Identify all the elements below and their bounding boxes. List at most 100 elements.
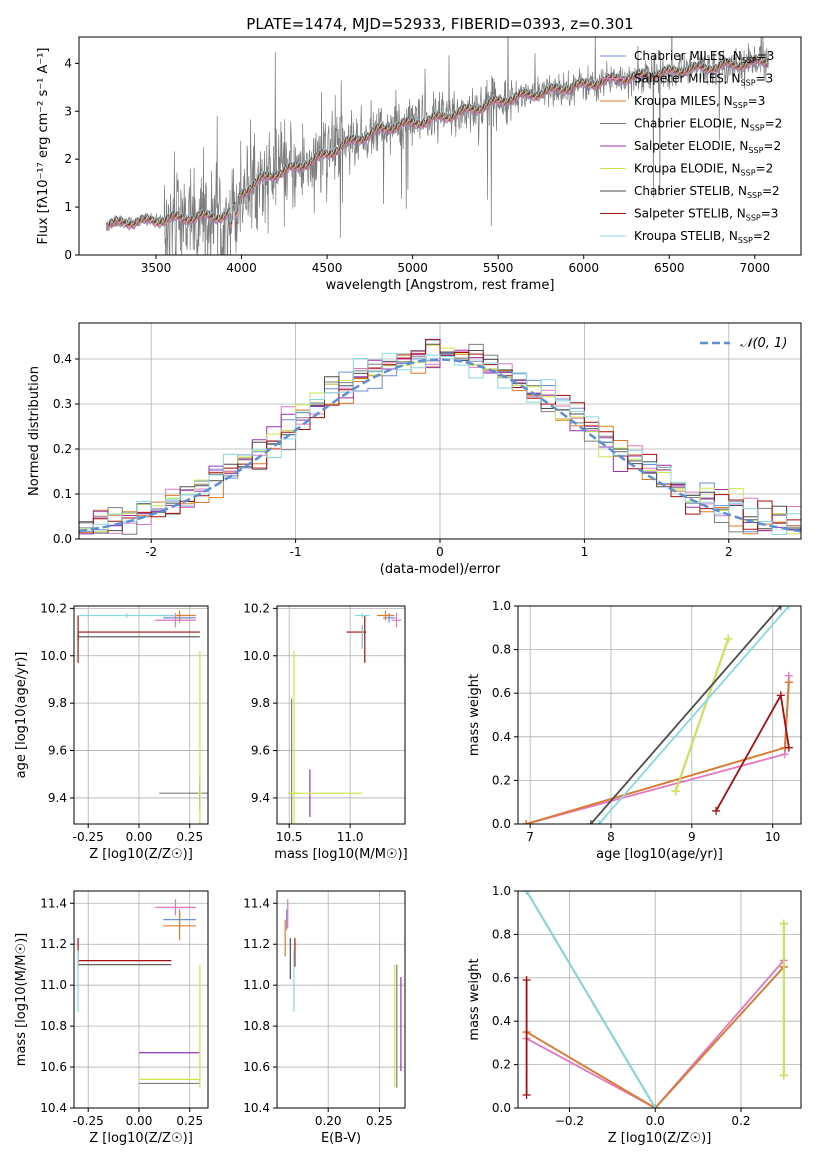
- x-tick-label: 10.5: [276, 830, 303, 844]
- y-tick-label: 10.2: [40, 601, 67, 615]
- panel-weight-vs-age: 7 8 9 10 0.0 0.2 0.4 0.6 0.8 1.0 age [log10(age/yr…: [467, 599, 802, 862]
- y-tick-label: 3: [64, 104, 72, 118]
- y-tick-label: 9.4: [48, 791, 67, 805]
- y-tick-label: 1: [64, 200, 72, 214]
- y-tick-label: 11.4: [243, 896, 270, 910]
- x-tick-label: 0.25: [176, 1114, 203, 1128]
- legend: Chabrier MILES, NSSP=3 Salpeter MILES, NS…: [600, 49, 782, 245]
- y-tick-label: 10.6: [243, 1060, 270, 1074]
- legend-entry: Kroupa MILES, NSSP=3: [634, 94, 765, 110]
- weight-marker: [724, 634, 733, 643]
- y-tick-label: 11.0: [243, 978, 270, 992]
- x-tick-label: -0.25: [73, 830, 104, 844]
- y-tick-label: 11.4: [40, 896, 67, 910]
- y-axis-label: age [log10(age/yr)]: [14, 652, 29, 779]
- y-tick-label: 0.0: [492, 817, 511, 831]
- weight-marker: [784, 606, 793, 610]
- x-axis-label: age [log10(age/yr)]: [596, 847, 723, 862]
- y-tick-label: 11.0: [40, 978, 67, 992]
- y-tick-label: 0.3: [53, 397, 72, 411]
- y-tick-label: 11.2: [243, 937, 270, 951]
- weight-line-kroupa-miles: [526, 966, 785, 1108]
- weight-marker: [522, 1090, 531, 1099]
- y-tick-label: 10.8: [243, 1019, 270, 1033]
- model-spectrum-chabrier-miles: [106, 59, 769, 232]
- x-tick-label: 11.0: [337, 830, 364, 844]
- x-axis-label: Z [log10(Z/Z☉)]: [89, 847, 193, 862]
- normal-distribution-curve: [79, 358, 801, 533]
- panel-mass-vs-z: -0.25 0.00 0.25 10.4 10.6 10.8 11.0 11.2 11.4 Z […: [14, 890, 209, 1146]
- plot-area: [77, 610, 208, 824]
- x-tick-label: 1: [581, 545, 589, 559]
- legend-entry: Salpeter STELIB, NSSP=3: [634, 207, 778, 223]
- weight-marker: [779, 919, 788, 928]
- legend-entry: Chabrier STELIB, NSSP=2: [634, 184, 780, 200]
- x-tick-label: 5500: [483, 261, 514, 275]
- axes-frame: [73, 890, 209, 1109]
- weight-marker: [594, 820, 603, 824]
- y-axis-label: mass weight: [467, 674, 482, 756]
- weight-marker: [784, 743, 793, 752]
- legend-entry: Salpeter ELODIE, NSSP=2: [634, 139, 781, 155]
- x-tick-label: 6000: [568, 261, 599, 275]
- x-tick-label: 0.25: [176, 830, 203, 844]
- y-tick-label: 0.8: [492, 643, 511, 657]
- y-tick-label: 0.2: [492, 1058, 511, 1072]
- x-tick-label: 9: [688, 830, 696, 844]
- histogram-salpeter-stelib: [79, 338, 801, 530]
- x-tick-label: 0.20: [315, 1114, 342, 1128]
- legend: 𝒩(0, 1): [700, 336, 787, 351]
- y-axis-label: mass [log10(M/M☉)]: [14, 933, 29, 1066]
- x-tick-label: 6500: [654, 261, 685, 275]
- y-tick-label: 10.4: [243, 1101, 270, 1115]
- weight-marker: [784, 678, 793, 687]
- x-axis-label: (data-model)/error: [380, 562, 501, 577]
- y-tick-label: 1.0: [492, 599, 511, 613]
- weight-line-chabrier-stelib: [590, 606, 782, 824]
- y-tick-label: 2: [64, 152, 72, 166]
- x-tick-label: 4000: [226, 261, 257, 275]
- weight-line-salpeter-stelib: [715, 692, 790, 812]
- axes-frame: [517, 890, 802, 1109]
- panel-age-vs-mass: 10.5 11.0 9.4 9.6 9.8 10.0 10.2 mass [log10(M/M…: [243, 601, 407, 862]
- y-tick-label: 0.6: [492, 971, 511, 985]
- x-tick-label: 7000: [740, 261, 771, 275]
- y-tick-label: 1.0: [492, 884, 511, 898]
- histogram-kroupa-stelib: [79, 352, 801, 535]
- x-axis-label: mass [log10(M/M☉)]: [274, 847, 407, 862]
- legend-entry: 𝒩(0, 1): [740, 336, 787, 351]
- y-tick-label: 9.6: [48, 744, 67, 758]
- x-tick-label: 5000: [397, 261, 428, 275]
- weight-marker: [522, 975, 531, 984]
- panel-age-vs-z: -0.25 0.00 0.25 9.4 9.6 9.8 10.0 10.2 Z [log10(Z…: [14, 601, 209, 862]
- weight-marker: [671, 787, 680, 796]
- plot-area: [284, 899, 402, 1088]
- axes-frame: [78, 36, 802, 256]
- weight-line-kroupa-elodie: [674, 638, 730, 792]
- x-axis-label: Z [log10(Z/Z☉)]: [608, 1131, 712, 1146]
- weight-marker: [651, 1104, 660, 1108]
- x-tick-label: 0.00: [126, 830, 153, 844]
- x-tick-label: 4500: [312, 261, 343, 275]
- plot-area: [522, 606, 793, 824]
- model-spectrum-salpeter-stelib: [105, 54, 769, 227]
- model-spectrum-kroupa-stelib: [106, 53, 769, 227]
- y-tick-label: 9.8: [48, 696, 67, 710]
- weight-marker: [776, 606, 785, 610]
- panel-spectrum: 3500 4000 4500 5000 5500 6000 6500 7000 0 1 2 3 4 wav…: [36, 36, 802, 293]
- legend-entry: Kroupa ELODIE, NSSP=2: [634, 162, 773, 178]
- plot-area: [77, 899, 201, 1088]
- x-tick-label: 10: [765, 830, 780, 844]
- y-tick-label: 9.6: [251, 744, 270, 758]
- x-tick-label: 0: [436, 545, 444, 559]
- y-tick-label: 10.6: [40, 1060, 67, 1074]
- panel-weight-vs-z: −0.2 0.0 0.2 0.0 0.2 0.4 0.6 0.8 1.0 Z [log10(Z/Z…: [467, 884, 802, 1146]
- legend-entry: Salpeter MILES, NSSP=3: [634, 72, 773, 88]
- weight-marker: [776, 691, 785, 700]
- y-tick-label: 10.0: [40, 649, 67, 663]
- x-tick-label: −0.2: [555, 1114, 584, 1128]
- x-tick-label: 7: [526, 830, 534, 844]
- x-tick-label: -0.25: [73, 1114, 104, 1128]
- x-tick-label: 0.00: [126, 1114, 153, 1128]
